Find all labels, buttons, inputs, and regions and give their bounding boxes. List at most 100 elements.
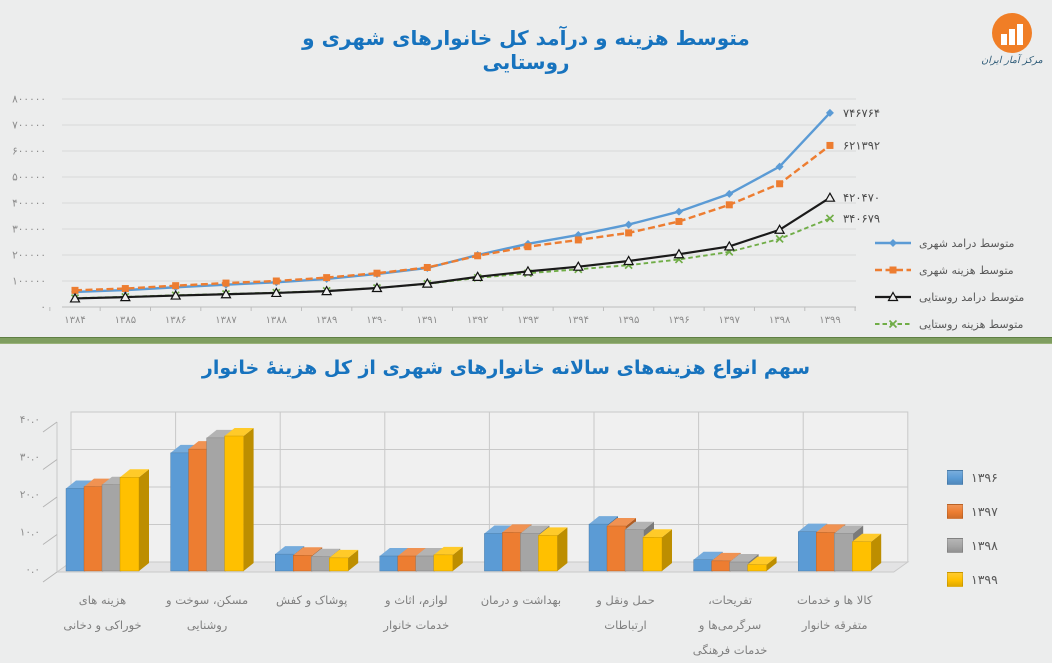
bar-chart-category-label: کالا ها و خدمات متفرقه خانوار (769, 588, 901, 638)
line-chart-x-tick-label: ۱۳۹۷ (719, 315, 741, 326)
marker-square (474, 252, 482, 260)
bar-chart-y-tick-label: ۰.۰ (25, 564, 40, 576)
bar-front-face (502, 532, 522, 572)
line-chart-x-tick-label: ۱۳۸۵ (115, 315, 136, 326)
line-chart-y-tick-label: ۶۰۰۰۰۰ (12, 146, 46, 158)
bar-top-face (852, 533, 882, 542)
line-chart-x-tick-label: ۱۳۹۱ (417, 315, 438, 326)
bar-top-face (607, 518, 636, 526)
bar-front-face (852, 541, 872, 572)
bar-front-face (588, 523, 609, 572)
line-chart-y-tick-label: ۱۰۰۰۰۰ (12, 276, 46, 288)
line-chart-title: متوسط هزینه و درآمد کل خانوارهای شهری و … (302, 26, 750, 74)
bar-front-face (693, 559, 713, 572)
marker-triangle (472, 271, 484, 281)
category-label-line: خدمات فرهنگی (692, 643, 768, 657)
marker-square (889, 266, 897, 274)
bar-chart-y-tick-label: ۳۰.۰ (20, 452, 40, 464)
series-end-label: ۴۲۰۴۷۰ (843, 191, 880, 205)
bar-side-face (139, 469, 149, 571)
bar-front-face (65, 488, 86, 572)
marker-square (373, 269, 381, 277)
line-chart-y-tick-label: ۳۰۰۰۰۰ (12, 224, 46, 236)
bar-top-face (433, 546, 463, 555)
marker-square (222, 279, 230, 287)
sci-logo-icon (992, 13, 1032, 53)
marker-x (825, 214, 835, 223)
series-line-0 (74, 112, 831, 294)
marker-triangle (170, 289, 182, 300)
bar-top-face (84, 478, 113, 487)
bar-top-face (397, 548, 427, 556)
series-line-2 (74, 196, 831, 300)
marker-square (172, 282, 180, 290)
marker-triangle (270, 287, 282, 298)
bar-chart-y-tick (42, 571, 58, 583)
bar-top-face (275, 546, 305, 555)
marker-diamond (674, 207, 683, 216)
bar-top-face (747, 556, 777, 565)
bar-top-face (329, 549, 359, 558)
marker-square (725, 201, 733, 209)
bar-legend-item: ۱۳۹۷ (947, 503, 998, 519)
legend-swatch-icon (947, 537, 963, 553)
bar-front-face (816, 532, 836, 572)
bar-side-face (243, 428, 254, 571)
line-legend-item: متوسط درامد شهری (874, 237, 1049, 250)
bar-chart-y-tick (42, 496, 58, 508)
bar-chart-y-tick (42, 421, 58, 433)
bar-top-face (693, 551, 723, 560)
bar-front-face (624, 529, 645, 572)
category-label-line: خدمات خانوار (383, 618, 450, 632)
bar-front-face (275, 553, 295, 572)
marker-diamond (725, 189, 734, 198)
bar-top-face (293, 547, 323, 556)
bar-chart-y-tick-label: ۲۰.۰ (20, 489, 40, 501)
bar-front-face (206, 437, 226, 572)
marker-diamond (889, 239, 897, 247)
line-chart-x-tick-label: ۱۳۸۸ (266, 315, 288, 326)
bar-front-face (711, 560, 731, 572)
bar-front-face (520, 533, 540, 572)
section-separator (0, 337, 1052, 344)
category-label-line: سرگرمی‌ها و (698, 618, 762, 632)
category-label-line: خوراکی و دخانی (63, 618, 142, 632)
line-chart-legend: متوسط درامد شهری متوسط هزینه شهری متوسط در… (874, 237, 1049, 345)
category-label-line: روشنایی (186, 618, 228, 632)
legend-label: متوسط درامد روستایی (919, 290, 1025, 304)
bar-side-face (348, 549, 359, 571)
bar-front-face (329, 557, 349, 572)
bar-side-face (452, 546, 463, 571)
line-chart-x-tick-label: ۱۳۹۴ (568, 315, 589, 326)
line-chart-y-tick-label: ۲۰۰۰۰۰ (12, 250, 46, 262)
category-label-line: حمل ونقل و (596, 593, 655, 607)
bar-front-face (293, 555, 313, 572)
marker-square (323, 274, 331, 282)
bar-top-face (415, 548, 445, 556)
legend-swatch-icon (947, 469, 963, 485)
category-label-line: هزینه های (78, 593, 127, 607)
line-chart-x-tick-label: ۱۳۸۹ (316, 315, 337, 326)
bar-top-face (538, 527, 568, 536)
marker-square (776, 180, 784, 188)
bar-front-face (170, 452, 190, 572)
marker-square (121, 285, 129, 293)
marker-triangle (572, 260, 584, 271)
marker-diamond (624, 220, 633, 229)
marker-triangle (421, 277, 433, 288)
line-chart-x-tick-label: ۱۳۹۲ (467, 315, 488, 326)
bar-front-face (101, 484, 122, 572)
line-chart-x-tick-label: ۱۳۹۰ (366, 315, 387, 326)
bar-top-face (834, 525, 864, 534)
bar-front-face (834, 533, 854, 572)
series-end-label: ۳۴۰۶۷۹ (843, 211, 880, 225)
category-label-line: لوازم، اثاث و (384, 593, 448, 607)
bar-chart-category-label: لوازم، اثاث و خدمات خانوار (350, 588, 482, 638)
bar-top-face (816, 524, 846, 533)
bar-top-face (502, 524, 532, 533)
line-chart-y-tick-label: ۸۰۰۰۰۰ (12, 94, 46, 106)
bar-front-face (119, 477, 140, 572)
legend-label: متوسط هزینه شهری (919, 263, 1014, 277)
bar-front-face (311, 556, 331, 572)
bar-front-face (747, 564, 767, 572)
